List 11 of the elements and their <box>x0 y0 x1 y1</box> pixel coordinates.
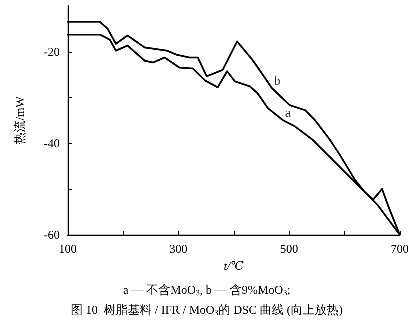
y-tick-label: -40 <box>44 136 60 150</box>
y-tick-label: -20 <box>44 44 60 59</box>
x-tick-label: 100 <box>59 242 77 256</box>
x-tick-label: 300 <box>170 242 188 256</box>
annotation: b <box>274 72 281 88</box>
y-tick-label: -60 <box>44 228 60 242</box>
annotation: a <box>285 105 292 120</box>
x-tick-label: 500 <box>280 242 298 256</box>
x-tick-label: 700 <box>391 242 409 256</box>
x-axis-title: t/℃ <box>224 258 245 273</box>
y-axis-title: 热流/mW <box>13 96 27 144</box>
